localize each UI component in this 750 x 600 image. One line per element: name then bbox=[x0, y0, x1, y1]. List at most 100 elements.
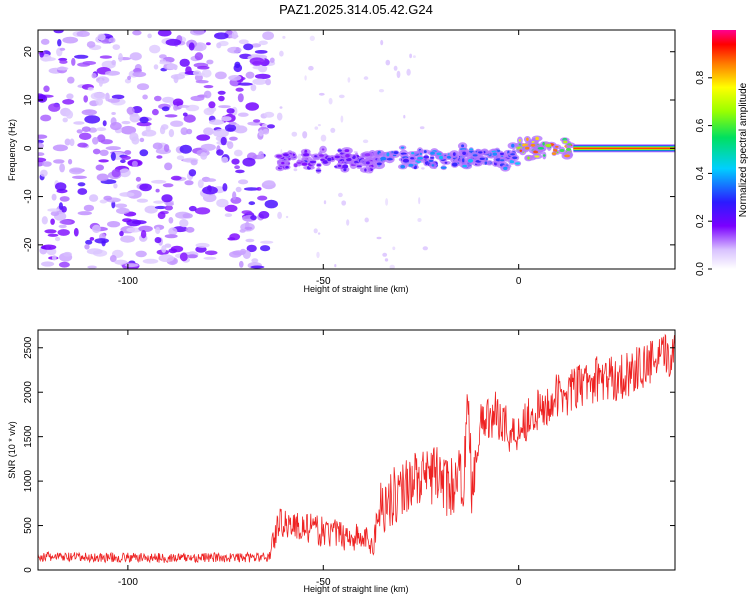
heatmap-cell bbox=[227, 46, 242, 54]
heatmap-cell bbox=[99, 55, 112, 59]
heatmap-cell bbox=[253, 119, 261, 123]
heatmap-cell bbox=[509, 160, 515, 164]
heatmap-cell bbox=[241, 210, 252, 215]
heatmap-cell bbox=[202, 186, 218, 195]
heatmap-cell bbox=[337, 164, 342, 167]
heatmap-cell bbox=[380, 156, 387, 161]
heatmap-cell bbox=[158, 254, 175, 263]
heatmap-cell bbox=[205, 178, 217, 182]
heatmap-cell bbox=[563, 140, 568, 144]
heatmap-cell bbox=[179, 252, 188, 262]
heatmap-cell bbox=[245, 238, 255, 243]
heatmap-cell bbox=[321, 148, 325, 151]
heatmap-cell bbox=[136, 198, 149, 203]
heatmap-cell bbox=[500, 159, 505, 162]
heatmap-cell bbox=[317, 232, 321, 235]
heatmap-cell bbox=[59, 196, 70, 202]
y-tick-label: 500 bbox=[23, 517, 34, 534]
heatmap-cell bbox=[472, 154, 478, 157]
heatmap-cell bbox=[239, 229, 246, 233]
heatmap-cell bbox=[154, 205, 167, 210]
heatmap-cell bbox=[200, 143, 216, 151]
heatmap-cell bbox=[105, 70, 120, 76]
heatmap-cell bbox=[94, 238, 109, 244]
heatmap-cell bbox=[188, 205, 197, 212]
snr-ylabel: SNR (10 * v/v) bbox=[7, 421, 17, 479]
heatmap-cell bbox=[254, 50, 268, 54]
heatmap-cell bbox=[291, 131, 298, 137]
heatmap-cell bbox=[279, 50, 284, 57]
colorbar-tick-label: 0.2 bbox=[695, 214, 706, 228]
x-tick-label: -50 bbox=[316, 577, 331, 588]
heatmap-cell bbox=[164, 243, 172, 248]
heatmap-cell bbox=[43, 85, 50, 93]
heatmap-cell bbox=[52, 255, 57, 261]
y-tick-label: 0 bbox=[23, 145, 34, 151]
heatmap-cell bbox=[309, 160, 317, 164]
heatmap-cell bbox=[534, 155, 540, 158]
heatmap-cell bbox=[400, 164, 406, 169]
heatmap-cell bbox=[452, 152, 456, 157]
heatmap-cell bbox=[386, 152, 390, 157]
heatmap-cell bbox=[258, 151, 264, 160]
heatmap-cell bbox=[411, 152, 415, 155]
heatmap-cell bbox=[77, 142, 88, 148]
snr-series-line bbox=[38, 333, 675, 564]
heatmap-cell bbox=[162, 183, 174, 188]
heatmap-cell bbox=[47, 208, 60, 212]
heatmap-cells bbox=[38, 30, 675, 269]
heatmap-cell bbox=[385, 59, 391, 66]
heatmap-cell bbox=[132, 30, 142, 36]
heatmap-cell bbox=[338, 192, 343, 198]
heatmap-cell bbox=[136, 121, 152, 127]
heatmap-cell bbox=[170, 245, 184, 253]
heatmap-cell bbox=[194, 207, 211, 215]
heatmap-cell bbox=[92, 224, 101, 233]
heatmap-cell bbox=[313, 228, 318, 234]
heatmap-cell bbox=[235, 186, 242, 193]
heatmap-cell bbox=[111, 200, 116, 209]
heatmap-cell bbox=[423, 155, 430, 159]
heatmap-cell bbox=[402, 158, 409, 163]
heatmap-cell bbox=[403, 114, 406, 119]
heatmap-cell bbox=[279, 106, 283, 109]
heatmap-cell bbox=[122, 218, 132, 223]
heatmap-cell bbox=[196, 134, 211, 141]
heatmap-cell bbox=[62, 117, 68, 123]
heatmap-cell bbox=[170, 175, 182, 181]
heatmap-cell bbox=[151, 179, 167, 184]
heatmap-cell bbox=[389, 264, 395, 269]
heatmap-cell bbox=[386, 158, 393, 161]
heatmap-cell bbox=[510, 153, 515, 156]
heatmap-cell bbox=[105, 146, 122, 151]
heatmap-cell bbox=[154, 95, 162, 102]
heatmap-cell bbox=[149, 44, 161, 54]
heatmap-cell bbox=[165, 38, 182, 46]
heatmap-cell bbox=[226, 108, 235, 114]
heatmap-cell bbox=[417, 218, 422, 222]
heatmap-cell bbox=[234, 165, 241, 170]
heatmap-cell bbox=[129, 113, 141, 123]
heatmap-cell bbox=[188, 42, 195, 51]
heatmap-cell bbox=[216, 198, 229, 208]
heatmap-cell bbox=[254, 73, 271, 79]
y-tick-label: 1000 bbox=[23, 470, 34, 493]
heatmap-cell bbox=[59, 47, 66, 51]
heatmap-cell bbox=[462, 158, 465, 163]
heatmap-cell bbox=[261, 123, 268, 128]
heatmap-cell bbox=[102, 120, 107, 127]
y-tick-label: 2500 bbox=[23, 336, 34, 359]
heatmap-cell bbox=[366, 161, 370, 165]
heatmap-cell bbox=[58, 224, 67, 229]
heatmap-cell bbox=[206, 59, 214, 65]
heatmap-cell bbox=[256, 187, 262, 191]
heatmap-cell bbox=[410, 157, 414, 160]
heatmap-cell bbox=[112, 44, 121, 50]
heatmap-cell bbox=[76, 30, 90, 37]
heatmap-cell bbox=[319, 154, 324, 157]
heatmap-cell bbox=[147, 33, 152, 39]
heatmap-cell bbox=[265, 78, 271, 86]
heatmap-cell bbox=[252, 65, 268, 70]
heatmap-cell bbox=[61, 206, 67, 213]
heatmap-cell bbox=[76, 129, 83, 134]
